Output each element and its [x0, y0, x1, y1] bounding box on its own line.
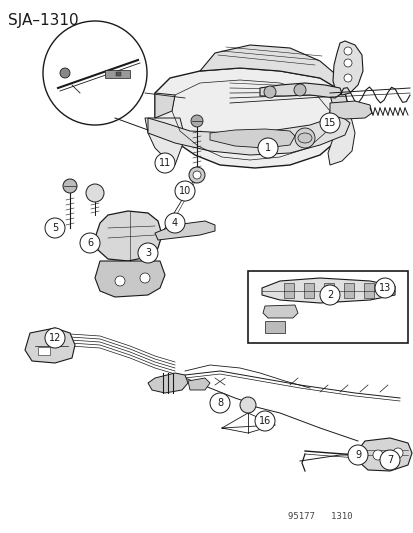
Text: 12: 12 [49, 333, 61, 343]
Polygon shape [199, 45, 344, 93]
Bar [363, 283, 373, 298]
Text: 10: 10 [178, 186, 191, 196]
Circle shape [209, 393, 230, 413]
Text: 13: 13 [378, 283, 390, 293]
Bar [323, 283, 333, 298]
Circle shape [372, 450, 382, 460]
Polygon shape [154, 68, 349, 168]
Bar [116, 72, 121, 76]
Circle shape [140, 273, 150, 283]
Polygon shape [209, 129, 294, 148]
Polygon shape [154, 221, 214, 240]
Circle shape [319, 113, 339, 133]
Polygon shape [96, 211, 161, 261]
Circle shape [192, 171, 201, 179]
Bar [38, 347, 50, 355]
Circle shape [60, 68, 70, 78]
Ellipse shape [297, 133, 311, 143]
Circle shape [293, 84, 305, 96]
Circle shape [80, 233, 100, 253]
Circle shape [190, 115, 202, 127]
Text: 11: 11 [159, 158, 171, 168]
Text: 6: 6 [87, 238, 93, 248]
Polygon shape [327, 113, 354, 165]
Polygon shape [25, 328, 75, 363]
Text: 15: 15 [323, 118, 335, 128]
Circle shape [45, 218, 65, 238]
Text: 16: 16 [258, 416, 271, 426]
Bar [247, 271, 407, 343]
Polygon shape [329, 101, 371, 119]
Polygon shape [259, 83, 341, 98]
Text: 9: 9 [354, 450, 360, 460]
Polygon shape [154, 93, 175, 118]
Polygon shape [188, 378, 209, 390]
FancyBboxPatch shape [105, 70, 130, 78]
Circle shape [294, 128, 314, 148]
Circle shape [392, 448, 402, 458]
Circle shape [86, 184, 104, 202]
Bar [303, 283, 313, 298]
Circle shape [175, 181, 195, 201]
Text: 8: 8 [216, 398, 223, 408]
Circle shape [343, 47, 351, 55]
Polygon shape [329, 93, 349, 113]
Text: 95177   1310: 95177 1310 [287, 512, 351, 521]
Circle shape [343, 59, 351, 67]
Circle shape [154, 153, 175, 173]
Text: 2: 2 [326, 290, 332, 300]
Text: 5: 5 [52, 223, 58, 233]
Circle shape [115, 276, 125, 286]
Bar [343, 283, 353, 298]
Circle shape [43, 21, 147, 125]
Circle shape [257, 138, 277, 158]
Polygon shape [262, 305, 297, 318]
Circle shape [63, 179, 77, 193]
Text: SJA–1310: SJA–1310 [8, 13, 78, 28]
Circle shape [263, 86, 275, 98]
Polygon shape [261, 278, 394, 303]
Polygon shape [147, 373, 188, 393]
Text: 4: 4 [171, 218, 178, 228]
Polygon shape [357, 438, 411, 471]
Circle shape [379, 450, 399, 470]
Polygon shape [332, 41, 362, 95]
Circle shape [165, 213, 185, 233]
Circle shape [240, 397, 255, 413]
Text: 3: 3 [145, 248, 151, 258]
Circle shape [138, 243, 158, 263]
Polygon shape [147, 115, 349, 155]
Circle shape [319, 285, 339, 305]
Polygon shape [95, 261, 165, 297]
Circle shape [374, 278, 394, 298]
Polygon shape [145, 118, 185, 165]
Circle shape [254, 411, 274, 431]
Circle shape [347, 445, 367, 465]
Text: 7: 7 [386, 455, 392, 465]
Bar [283, 283, 293, 298]
Text: 1: 1 [264, 143, 271, 153]
Circle shape [343, 74, 351, 82]
Circle shape [45, 328, 65, 348]
Circle shape [189, 167, 204, 183]
Bar [264, 321, 284, 333]
